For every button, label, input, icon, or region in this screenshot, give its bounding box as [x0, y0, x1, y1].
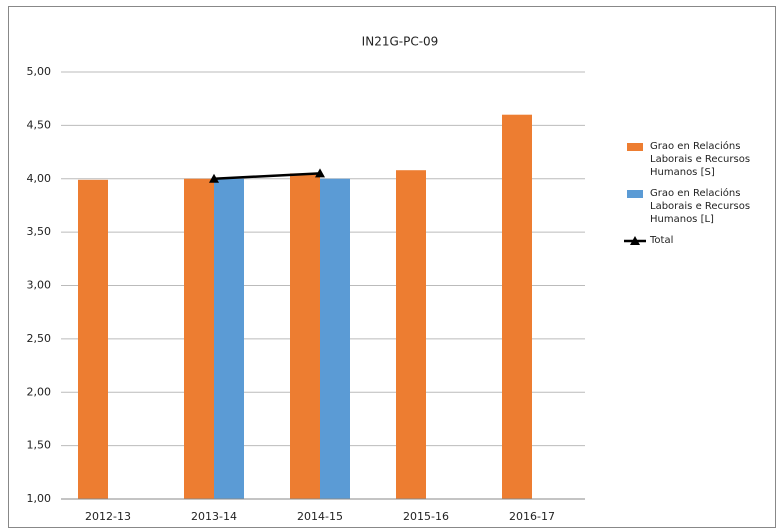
x-tick-label: 2013-14 [191, 510, 237, 523]
legend-swatch [627, 190, 643, 198]
x-tick-label: 2016-17 [509, 510, 555, 523]
y-tick-label: 3,00 [27, 279, 52, 292]
chart-title: IN21G-PC-09 [362, 35, 439, 49]
bar [502, 114, 532, 499]
bar [184, 178, 214, 499]
line-marker [315, 168, 325, 178]
y-tick-label: 2,00 [27, 385, 52, 398]
legend-item: Total [624, 234, 774, 248]
bar [78, 179, 108, 499]
y-tick-label: 5,00 [27, 65, 52, 78]
bar [396, 170, 426, 499]
bar [290, 173, 320, 499]
chart-border [8, 6, 776, 528]
legend-label: Grao en Relacións Laborais e Recursos Hu… [650, 188, 751, 225]
x-tick-label: 2012-13 [85, 510, 131, 523]
y-tick-label: 3,50 [27, 225, 52, 238]
y-tick-label: 2,50 [27, 332, 52, 345]
line-marker [209, 173, 219, 183]
x-tick-label: 2015-16 [403, 510, 449, 523]
bar [214, 178, 244, 499]
legend-label: Grao en Relacións Laborais e Recursos Hu… [650, 141, 751, 178]
swatch [627, 190, 643, 198]
legend: Grao en Relacións Laborais e Recursos Hu… [624, 140, 774, 256]
swatch [627, 143, 643, 151]
y-tick-label: 4,50 [27, 118, 52, 131]
y-tick-label: 1,50 [27, 439, 52, 452]
swatch-marker [630, 236, 640, 245]
y-tick-label: 4,00 [27, 172, 52, 185]
legend-swatch [627, 143, 643, 151]
line [213, 172, 321, 180]
x-tick-label: 2014-15 [297, 510, 343, 523]
bar [320, 178, 350, 499]
y-tick-label: 1,00 [27, 492, 52, 505]
legend-swatch [624, 236, 646, 245]
legend-item: Grao en Relacións Laborais e Recursos Hu… [624, 140, 774, 179]
legend-item: Grao en Relacións Laborais e Recursos Hu… [624, 187, 774, 226]
legend-label: Total [650, 235, 674, 246]
